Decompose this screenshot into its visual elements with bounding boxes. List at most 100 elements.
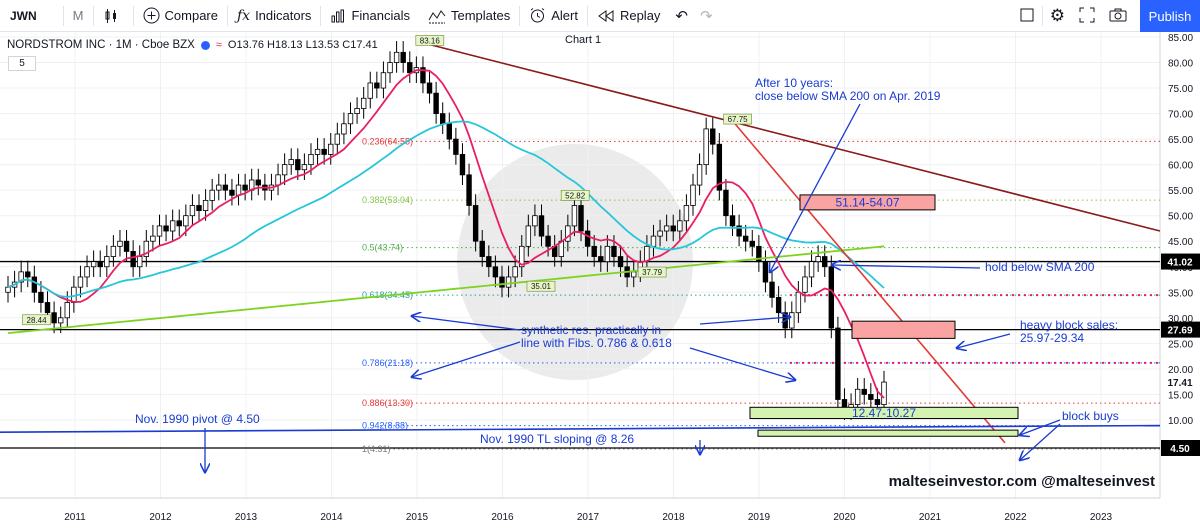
annotation-text: close below SMA 200 on Apr. 2019 <box>755 89 941 103</box>
rewind-icon <box>597 9 615 23</box>
candle-body <box>222 184 229 191</box>
candle-body <box>196 205 202 211</box>
pivot-price-tag <box>22 314 51 326</box>
candle-body <box>176 220 182 227</box>
price-axis-marker <box>1161 374 1200 391</box>
pivot-price-label: 28.44 <box>27 316 48 325</box>
pivot-price-tag <box>637 266 667 278</box>
annotation-text: 25.97-29.34 <box>1020 331 1084 345</box>
price-axis-tick-label: 75.00 <box>1168 84 1193 95</box>
templates-button[interactable]: Templates <box>419 0 519 32</box>
candle-body <box>874 399 881 406</box>
pivot-price-tag <box>415 35 445 46</box>
candle-body <box>749 240 755 247</box>
candle-body <box>169 220 176 232</box>
candle-body <box>235 184 242 196</box>
snapshot-button[interactable] <box>1102 0 1134 32</box>
chart-type-button[interactable] <box>94 0 133 32</box>
price-axis-marker <box>1161 321 1200 338</box>
price-axis-tick-label: 35.00 <box>1168 288 1193 299</box>
annotation-text: Nov. 1990 pivot @ 4.50 <box>135 412 260 426</box>
camera-icon <box>1109 7 1127 26</box>
candle-body <box>18 271 24 283</box>
candle-body <box>729 215 736 227</box>
candle-body <box>374 82 380 89</box>
candle-body <box>479 240 485 257</box>
candle-body <box>710 128 716 145</box>
annotation-text: block buys <box>1062 409 1119 423</box>
price-axis-tick-label: 55.00 <box>1168 186 1193 197</box>
price-zone <box>749 406 1019 420</box>
pivot-price-tag <box>526 280 556 292</box>
interval-button[interactable]: M <box>72 8 84 23</box>
candle-body <box>446 123 452 140</box>
candle-body <box>815 256 821 263</box>
candle-body <box>486 256 492 268</box>
candle-body <box>472 205 479 242</box>
price-zone <box>851 320 956 339</box>
financials-button[interactable]: Financials <box>321 0 419 32</box>
layout-button[interactable] <box>1012 0 1042 32</box>
candle-body <box>677 220 683 232</box>
indicator-count-box[interactable]: 5 <box>8 56 36 71</box>
candle-body <box>400 51 406 63</box>
candle-body <box>334 133 341 145</box>
toolbar-divider <box>92 5 94 26</box>
fib-level-label: 0.236(64.55) <box>362 136 413 146</box>
annotation-arrow <box>770 103 861 272</box>
indicators-button[interactable]: ƒx Indicators <box>228 0 320 32</box>
candle-body <box>130 251 136 268</box>
candle-body <box>308 154 314 166</box>
price-axis-tick-label: 60.00 <box>1168 161 1193 172</box>
candle-body <box>611 245 617 257</box>
templates-icon <box>428 8 446 24</box>
pivot-price-label: 52.82 <box>565 191 586 200</box>
candle-body <box>440 113 446 125</box>
replay-button[interactable]: Replay <box>588 0 669 32</box>
fib-level-label: 0.5(43.74) <box>362 243 403 253</box>
settings-button[interactable]: ⚙ <box>1043 0 1072 32</box>
candle-body <box>571 205 578 227</box>
candle-body <box>123 240 130 252</box>
candle-body <box>347 113 354 125</box>
candle-body <box>64 302 70 319</box>
price-axis-tick-label: 70.00 <box>1168 110 1193 121</box>
symbol-search[interactable]: JWN <box>10 8 37 23</box>
annotation-arrow <box>1020 423 1061 460</box>
undo-icon: ↶ <box>675 7 688 25</box>
fullscreen-button[interactable] <box>1072 0 1102 32</box>
pivot-price-label: 35.01 <box>531 282 552 291</box>
fx-icon: ƒx <box>236 7 251 24</box>
candle-body <box>25 271 31 278</box>
candle-body <box>301 164 308 171</box>
candle-body <box>545 235 551 247</box>
candle-body <box>584 230 591 247</box>
candle-body <box>861 388 867 395</box>
candle-body <box>591 245 597 257</box>
price-axis-tick-label: 50.00 <box>1168 212 1193 223</box>
compare-button[interactable]: Compare <box>134 0 227 32</box>
candle-body <box>433 92 439 114</box>
annotation-text: line with Fibs. 0.786 & 0.618 <box>521 336 672 350</box>
candle-body <box>150 235 156 242</box>
price-axis-marker <box>1161 440 1200 456</box>
redo-button[interactable]: ↷ <box>694 0 719 32</box>
undo-button[interactable]: ↶ <box>669 0 694 32</box>
time-axis-tick-label: 2013 <box>235 512 258 523</box>
price-chart[interactable]: 10.0015.0020.0025.0030.0035.0040.0045.00… <box>0 32 1200 530</box>
candle-body <box>538 215 545 237</box>
price-axis-tick-label: 30.00 <box>1168 314 1193 325</box>
candle-body <box>631 271 637 278</box>
alert-button[interactable]: Alert <box>520 0 587 32</box>
pivot-price-label: 37.79 <box>642 268 663 277</box>
price-zone-label: 51.14-54.07 <box>835 195 899 209</box>
candle-body <box>578 205 584 232</box>
candle-body <box>650 235 657 247</box>
candle-body <box>835 327 841 400</box>
price-axis-marker-label: 17.41 <box>1167 378 1192 389</box>
publish-button[interactable]: Publish <box>1140 0 1200 32</box>
price-axis-tick-label: 15.00 <box>1168 390 1193 401</box>
symbol-legend: NORDSTROM INC · 1M · Cboe BZX ≈ O13.76 H… <box>7 39 378 51</box>
candle-body <box>288 159 294 166</box>
fib-level-label: 0.886(13.30) <box>362 398 413 408</box>
